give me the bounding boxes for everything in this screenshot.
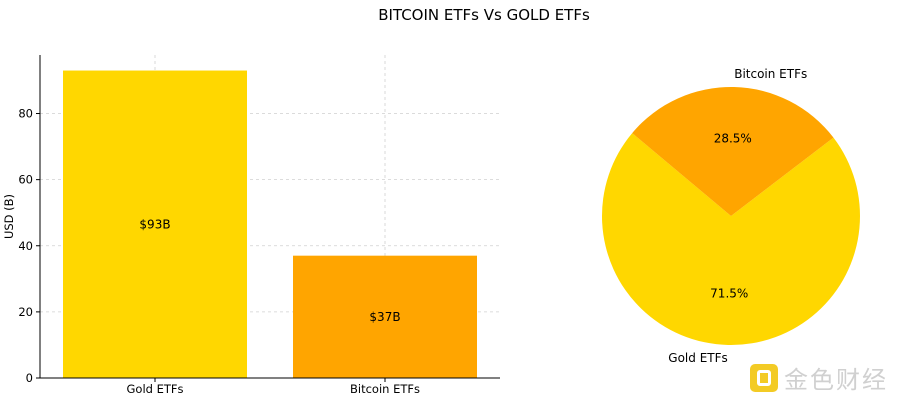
- pie-pct-label-1: 28.5%: [714, 132, 752, 146]
- y-tick-label-1: 20: [18, 305, 33, 319]
- x-tick-label-0: Gold ETFs: [127, 382, 184, 396]
- x-tick-label-1: Bitcoin ETFs: [350, 382, 420, 396]
- pie-slice-gold-etfs: [602, 133, 860, 345]
- watermark-text: 金色财经: [784, 366, 888, 394]
- chart-title: BITCOIN ETFs Vs GOLD ETFs: [378, 6, 590, 24]
- y-axis-label: USD (B): [2, 194, 16, 239]
- pie-category-label-0: Gold ETFs: [668, 351, 727, 365]
- y-tick-label-2: 40: [18, 239, 33, 253]
- pie-category-label-1: Bitcoin ETFs: [734, 67, 807, 81]
- bar-data-label-0: $93B: [139, 217, 170, 231]
- bar-chart: $93B $37B 0 20 40 60 80 Gold ETFs Bitcoin ETFs US…: [2, 55, 500, 396]
- watermark: 金色财经: [750, 360, 888, 395]
- watermark-logo-icon: [750, 363, 778, 392]
- bar-gold-etfs: [63, 70, 247, 378]
- pie-chart: 71.5% Gold ETFs 28.5% Bitcoin ETFs: [602, 67, 860, 365]
- y-tick-label-3: 60: [18, 173, 33, 187]
- pie-pct-label-0: 71.5%: [710, 286, 748, 300]
- y-tick-label-0: 0: [26, 371, 33, 385]
- bar-bitcoin-etfs: [293, 255, 477, 378]
- y-tick-label-4: 80: [18, 107, 33, 121]
- bar-data-label-1: $37B: [369, 310, 400, 324]
- pie-slice-bitcoin-etfs: [632, 86, 834, 217]
